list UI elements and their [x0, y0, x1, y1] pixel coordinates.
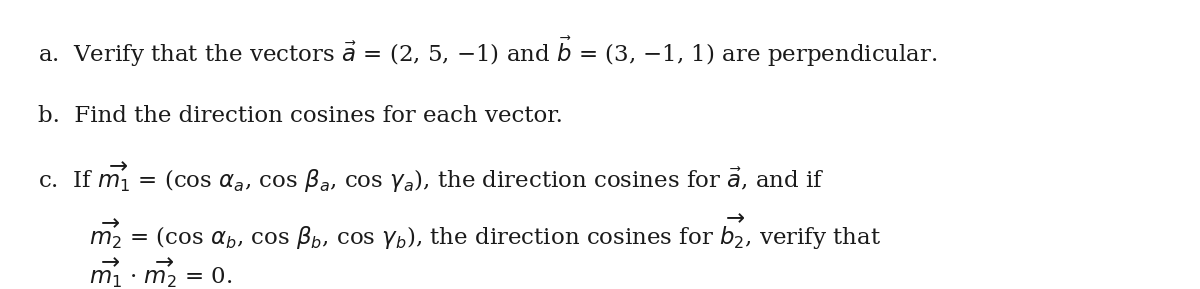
Text: $\overrightarrow{m_1}$ · $\overrightarrow{m_2}$ = 0.: $\overrightarrow{m_1}$ · $\overrightarro… — [89, 256, 233, 289]
Text: a.  Verify that the vectors $\vec{a}$ = (2, 5, −1) and $\vec{b}$ = (3, −1, 1) ar: a. Verify that the vectors $\vec{a}$ = (… — [38, 35, 938, 69]
Text: $\overrightarrow{m_2}$ = (cos $\alpha_b$, cos $\beta_b$, cos $\gamma_b$), the di: $\overrightarrow{m_2}$ = (cos $\alpha_b$… — [89, 213, 881, 253]
Text: c.  If $\overrightarrow{m_1}$ = (cos $\alpha_a$, cos $\beta_a$, cos $\gamma_a$),: c. If $\overrightarrow{m_1}$ = (cos $\al… — [38, 160, 826, 195]
Text: b.  Find the direction cosines for each vector.: b. Find the direction cosines for each v… — [38, 105, 563, 127]
